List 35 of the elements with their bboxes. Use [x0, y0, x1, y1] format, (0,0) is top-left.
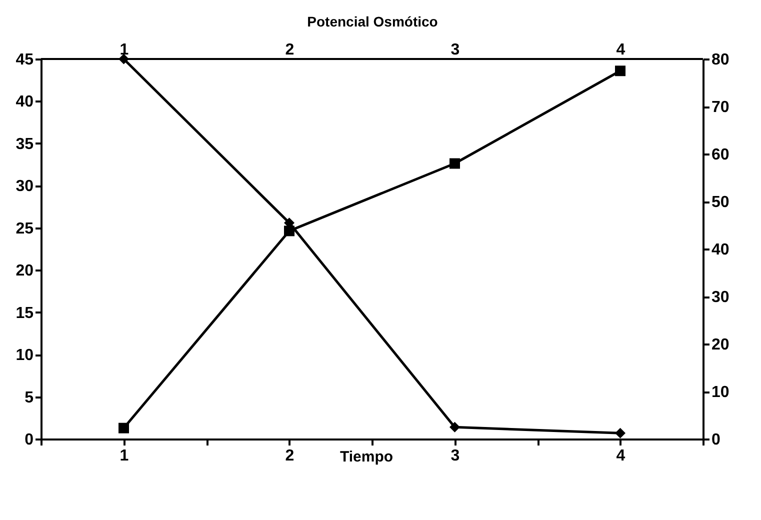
y-tick-label: 45 — [16, 52, 34, 68]
point — [450, 158, 460, 169]
x2-tick-label: 3 — [450, 448, 460, 464]
y2-tick-label: 40 — [712, 242, 730, 258]
y2-tick-label: 20 — [712, 336, 730, 354]
x-tick-label: 4 — [616, 42, 626, 58]
y-tick-label: 25 — [16, 220, 34, 238]
y-tick-label: 35 — [16, 136, 34, 153]
point — [615, 428, 626, 438]
x-tick-label: 1 — [120, 42, 129, 58]
y2-tick-label: 0 — [712, 432, 720, 448]
point — [118, 422, 129, 434]
y2-tick-label: 60 — [712, 146, 730, 164]
x2-tick-label: 4 — [616, 448, 626, 464]
y-tick-label: 15 — [16, 304, 34, 322]
point — [284, 226, 294, 236]
x2-tick-label: 2 — [285, 448, 294, 464]
x2-axis-title: Potencial Osmótico — [307, 14, 438, 30]
y-tick-label: 10 — [16, 347, 34, 364]
x-tick-label: 2 — [285, 42, 294, 58]
x-axis-title: Tiempo — [340, 448, 394, 466]
x2-tick-label: 1 — [120, 448, 129, 464]
point — [615, 66, 626, 76]
y-tick-label: 5 — [24, 389, 34, 406]
y-tick-label: 20 — [16, 262, 34, 280]
y2-tick-label: 30 — [712, 289, 730, 306]
y2-tick-label: 80 — [712, 52, 730, 68]
x-tick-label: 3 — [450, 42, 460, 58]
y-tick-label: 40 — [16, 94, 34, 111]
y2-tick-label: 10 — [712, 384, 730, 401]
y2-tick-label: 70 — [712, 99, 730, 116]
y-tick-label: 0 — [24, 432, 34, 448]
point — [450, 422, 460, 432]
y-tick-label: 30 — [16, 178, 34, 196]
y2-tick-label: 50 — [712, 194, 730, 211]
